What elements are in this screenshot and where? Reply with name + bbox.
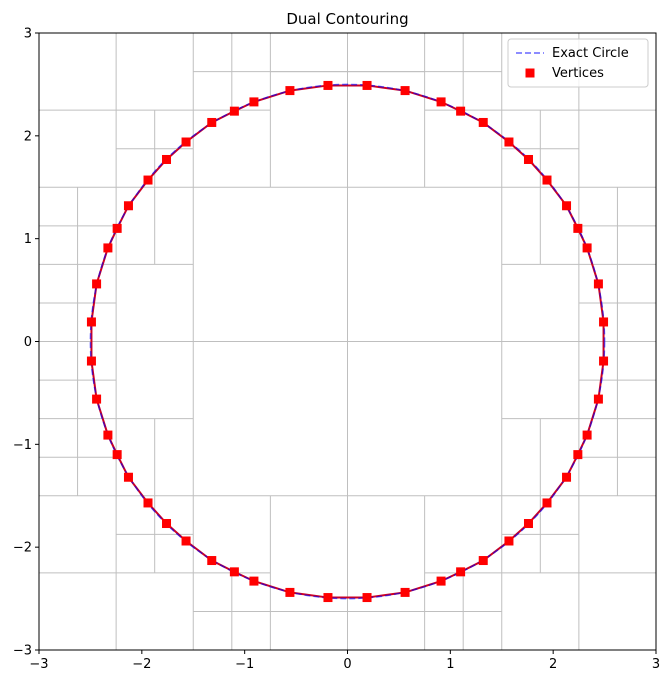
vertex-marker — [456, 567, 466, 577]
vertex-marker — [86, 317, 96, 327]
vertex-marker — [562, 472, 572, 482]
vertex-marker — [112, 223, 122, 233]
vertex-marker — [285, 587, 295, 597]
vertex-marker — [593, 394, 603, 404]
vertex-marker — [562, 201, 572, 211]
vertex-marker — [582, 430, 592, 440]
chart-title: Dual Contouring — [286, 10, 408, 28]
vertex-marker — [456, 106, 466, 116]
legend: Exact Circle Vertices — [507, 38, 649, 88]
vertex-marker — [123, 201, 133, 211]
vertex-marker — [229, 106, 239, 116]
vertex-marker — [285, 86, 295, 96]
vertex-marker — [478, 117, 488, 127]
vertex-marker — [400, 587, 410, 597]
vertex-marker — [143, 175, 153, 185]
y-tick-label: 2 — [24, 129, 32, 144]
x-tick-label: −3 — [29, 657, 48, 672]
legend-swatch-vertices — [525, 68, 535, 78]
vertex-marker — [599, 317, 609, 327]
vertex-marker — [542, 175, 552, 185]
y-tick-label: −2 — [13, 541, 32, 556]
vertex-marker — [523, 519, 533, 529]
vertex-marker — [162, 519, 172, 529]
y-tick-label: −1 — [13, 438, 32, 453]
vertex-marker — [362, 593, 372, 603]
legend-label-vertices: Vertices — [552, 66, 604, 81]
vertex-marker — [573, 223, 583, 233]
y-tick-label: 1 — [24, 232, 32, 247]
vertex-marker — [436, 576, 446, 586]
vertex-marker — [103, 430, 113, 440]
vertex-marker — [92, 279, 102, 289]
vertex-marker — [123, 472, 133, 482]
x-tick-label: 2 — [549, 657, 557, 672]
vertex-marker — [504, 536, 514, 546]
exact-circle — [89, 83, 606, 600]
vertex-marker — [436, 97, 446, 107]
vertex-marker — [523, 154, 533, 164]
vertex-marker — [323, 593, 333, 603]
vertex-marker — [162, 154, 172, 164]
vertex-marker — [582, 243, 592, 253]
legend-label-exact-circle: Exact Circle — [552, 46, 629, 61]
x-tick-label: 1 — [446, 657, 454, 672]
x-tick-label: −1 — [235, 657, 254, 672]
vertex-marker — [229, 567, 239, 577]
vertex-marker — [181, 137, 191, 147]
vertex-marker — [103, 243, 113, 253]
vertex-marker — [207, 117, 217, 127]
vertex-marker — [86, 356, 96, 366]
vertex-marker — [573, 450, 583, 460]
vertex-marker — [400, 86, 410, 96]
vertex-marker — [504, 137, 514, 147]
series-layer — [86, 80, 609, 603]
vertex-marker — [362, 80, 372, 90]
axis-ticks: −3 −2 −1 0 1 2 3 −3 −2 −1 0 1 2 3 — [13, 27, 660, 673]
y-tick-label: 3 — [24, 27, 32, 42]
vertex-marker — [207, 556, 217, 566]
vertex-marker — [112, 450, 122, 460]
y-tick-label: 0 — [24, 335, 32, 350]
x-tick-label: 3 — [652, 657, 660, 672]
vertex-marker — [181, 536, 191, 546]
vertex-marker — [323, 80, 333, 90]
vertex-marker — [249, 97, 259, 107]
vertex-marker — [599, 356, 609, 366]
vertex-marker — [478, 556, 488, 566]
x-tick-label: 0 — [343, 657, 351, 672]
vertex-marker — [92, 394, 102, 404]
vertex-marker — [593, 279, 603, 289]
y-tick-label: −3 — [13, 644, 32, 659]
vertex-marker — [143, 498, 153, 508]
vertex-marker — [249, 576, 259, 586]
legend-box — [507, 38, 649, 88]
x-tick-label: −2 — [132, 657, 151, 672]
vertex-marker — [542, 498, 552, 508]
